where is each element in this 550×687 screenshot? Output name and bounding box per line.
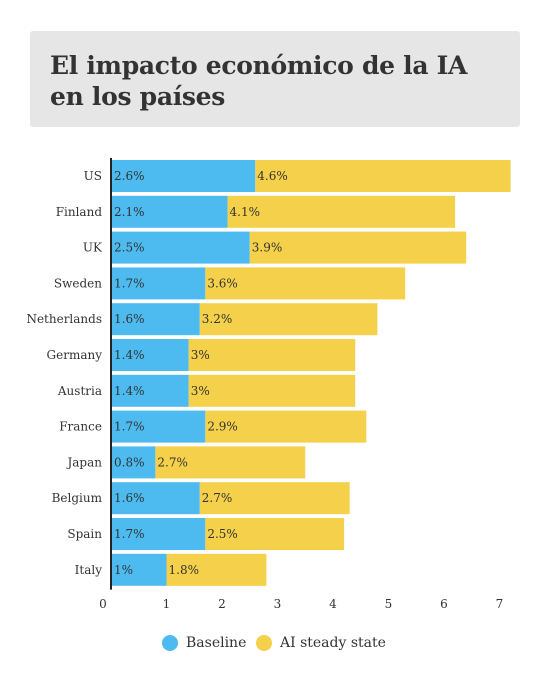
bar-baseline-finland	[111, 195, 228, 228]
bar-baseline-uk	[111, 231, 250, 264]
bar-baseline-belgium	[111, 482, 200, 515]
data-label-ai-steady-state-spain: 2.5%	[207, 527, 238, 541]
data-label-baseline-austria: 1.4%	[114, 384, 145, 398]
data-label-ai-steady-state-italy: 1.8%	[169, 563, 200, 577]
data-label-ai-steady-state-netherlands: 3.2%	[202, 312, 233, 326]
data-label-baseline-belgium: 1.6%	[114, 491, 145, 505]
x-tick-label-7: 7	[496, 597, 504, 611]
category-label-uk: UK	[83, 241, 103, 255]
x-tick-label-3: 3	[274, 597, 282, 611]
data-label-baseline-germany: 1.4%	[114, 348, 145, 362]
data-label-baseline-japan: 0.8%	[114, 455, 145, 469]
category-label-spain: Spain	[67, 527, 102, 541]
bar-chart: US 2.6% 4.6% Finland 2.1% 4.1% UK 2.5% 3.9% Swede…	[26, 158, 511, 611]
bar-ai-steady-state-belgium	[199, 482, 350, 515]
data-label-ai-steady-state-us: 4.6%	[257, 169, 288, 183]
bar-baseline-us	[111, 160, 256, 192]
bar-baseline-austria	[111, 374, 189, 407]
legend: Baseline AI steady state	[0, 632, 550, 660]
bar-baseline-japan	[111, 446, 156, 479]
category-label-us: US	[84, 169, 102, 183]
bar-ai-steady-state-uk	[249, 231, 467, 264]
data-label-ai-steady-state-uk: 3.9%	[252, 241, 283, 255]
data-label-baseline-finland: 2.1%	[114, 205, 145, 219]
legend-item-ai-steady-state: AI steady state	[256, 635, 386, 651]
data-label-baseline-us: 2.6%	[114, 169, 145, 183]
bar-baseline-germany	[111, 339, 189, 371]
bar-ai-steady-state-us	[255, 160, 511, 192]
data-label-ai-steady-state-finland: 4.1%	[230, 205, 260, 219]
bar-ai-steady-state-japan	[155, 446, 306, 479]
x-tick-label-5: 5	[385, 597, 393, 611]
data-label-baseline-italy: 1%	[114, 563, 133, 577]
data-label-baseline-netherlands: 1.6%	[114, 312, 145, 326]
x-tick-label-2: 2	[218, 597, 226, 611]
bar-ai-steady-state-finland	[227, 195, 456, 228]
bar-ai-steady-state-austria	[188, 374, 356, 407]
bar-baseline-netherlands	[111, 303, 200, 336]
category-label-austria: Austria	[57, 384, 102, 398]
bar-ai-steady-state-germany	[188, 339, 356, 371]
category-label-sweden: Sweden	[54, 276, 102, 290]
bar-ai-steady-state-france	[205, 410, 367, 443]
legend-item-baseline: Baseline	[162, 635, 246, 651]
x-tick-label-6: 6	[440, 597, 448, 611]
data-label-ai-steady-state-sweden: 3.6%	[207, 276, 238, 290]
category-label-belgium: Belgium	[52, 491, 103, 505]
legend-label-ai-steady-state: AI steady state	[280, 635, 386, 651]
category-label-germany: Germany	[47, 348, 103, 362]
bar-ai-steady-state-spain	[205, 518, 345, 550]
bar-baseline-france	[111, 410, 206, 443]
data-label-baseline-uk: 2.5%	[114, 241, 145, 255]
category-label-finland: Finland	[56, 205, 103, 219]
category-label-france: France	[59, 420, 102, 434]
x-tick-label-1: 1	[163, 597, 171, 611]
data-label-ai-steady-state-austria: 3%	[191, 384, 210, 398]
legend-swatch-baseline	[162, 635, 178, 651]
bar-baseline-italy	[111, 553, 167, 586]
bar-ai-steady-state-netherlands	[199, 303, 378, 336]
category-label-japan: Japan	[65, 455, 102, 469]
bar-ai-steady-state-sweden	[205, 267, 406, 300]
data-label-baseline-france: 1.7%	[114, 420, 145, 434]
category-label-italy: Italy	[75, 563, 103, 577]
data-label-ai-steady-state-belgium: 2.7%	[202, 491, 233, 505]
category-label-netherlands: Netherlands	[26, 312, 102, 326]
legend-label-baseline: Baseline	[186, 635, 247, 651]
data-label-ai-steady-state-japan: 2.7%	[157, 455, 188, 469]
chart-title: El impacto económico de la IA en los paí…	[50, 51, 468, 111]
x-tick-label-0: 0	[99, 597, 107, 611]
data-label-ai-steady-state-germany: 3%	[191, 348, 210, 362]
bar-ai-steady-state-italy	[166, 553, 267, 586]
data-label-baseline-sweden: 1.7%	[114, 276, 145, 290]
x-tick-label-4: 4	[329, 597, 337, 611]
data-label-ai-steady-state-france: 2.9%	[207, 420, 238, 434]
data-label-baseline-spain: 1.7%	[114, 527, 145, 541]
title-box: El impacto económico de la IA en los paí…	[30, 31, 520, 127]
bar-baseline-sweden	[111, 267, 206, 300]
legend-swatch-ai-steady-state	[256, 635, 272, 651]
bar-baseline-spain	[111, 518, 206, 550]
